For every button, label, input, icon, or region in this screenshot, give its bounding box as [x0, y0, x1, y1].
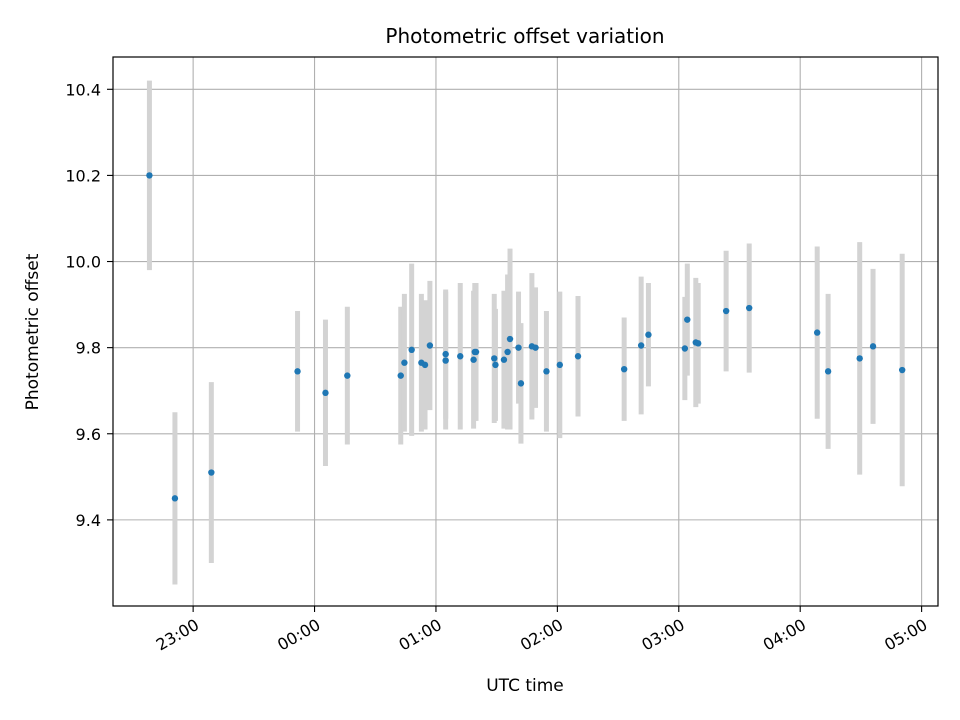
data-point: [344, 372, 351, 379]
data-point: [824, 368, 832, 375]
data-point: [574, 353, 582, 360]
data-point: [620, 365, 628, 373]
data-point: [171, 495, 179, 502]
data-point: [856, 355, 863, 362]
y-axis-label: Photometric offset: [23, 253, 43, 410]
y-tick-label: 10.0: [65, 253, 101, 272]
data-point: [684, 316, 691, 323]
data-point: [401, 359, 408, 366]
data-point: [491, 355, 498, 362]
data-point: [517, 380, 525, 387]
data-point: [397, 372, 404, 379]
data-point: [426, 342, 434, 349]
y-tick-label: 10.2: [65, 166, 101, 185]
data-point: [472, 348, 480, 356]
data-point: [637, 342, 645, 349]
data-points: [146, 172, 906, 502]
data-point: [695, 340, 702, 347]
data-point: [500, 356, 508, 363]
data-point: [506, 335, 514, 343]
data-point: [322, 389, 329, 397]
x-axis-label: UTC time: [486, 676, 564, 696]
data-point: [504, 348, 511, 356]
data-point: [208, 469, 215, 476]
data-point: [645, 331, 652, 338]
y-tick-label: 10.4: [65, 80, 101, 99]
data-point: [556, 361, 563, 369]
y-axis-ticks: 9.4 9.6 9.8 10.0 10.2 10.4: [65, 80, 113, 530]
data-point: [813, 329, 821, 336]
data-point: [294, 368, 301, 375]
data-point: [492, 361, 499, 369]
data-point: [442, 357, 449, 364]
data-point: [421, 361, 429, 369]
data-point: [746, 304, 753, 312]
data-point: [470, 356, 477, 363]
grid: [113, 57, 938, 606]
data-point: [515, 344, 522, 351]
y-tick-label: 9.4: [76, 511, 101, 530]
data-point: [457, 353, 464, 360]
data-point: [869, 343, 877, 350]
data-point: [543, 368, 550, 375]
y-tick-label: 9.8: [76, 339, 101, 358]
y-tick-label: 9.6: [76, 425, 101, 444]
data-point: [681, 345, 689, 352]
data-point: [532, 344, 539, 351]
plot-frame: [112, 56, 939, 607]
data-point: [442, 350, 449, 358]
data-point: [146, 172, 153, 179]
chart-title: Photometric offset variation: [385, 24, 664, 48]
data-point: [722, 307, 730, 315]
data-point: [408, 346, 415, 353]
data-point: [898, 366, 906, 374]
